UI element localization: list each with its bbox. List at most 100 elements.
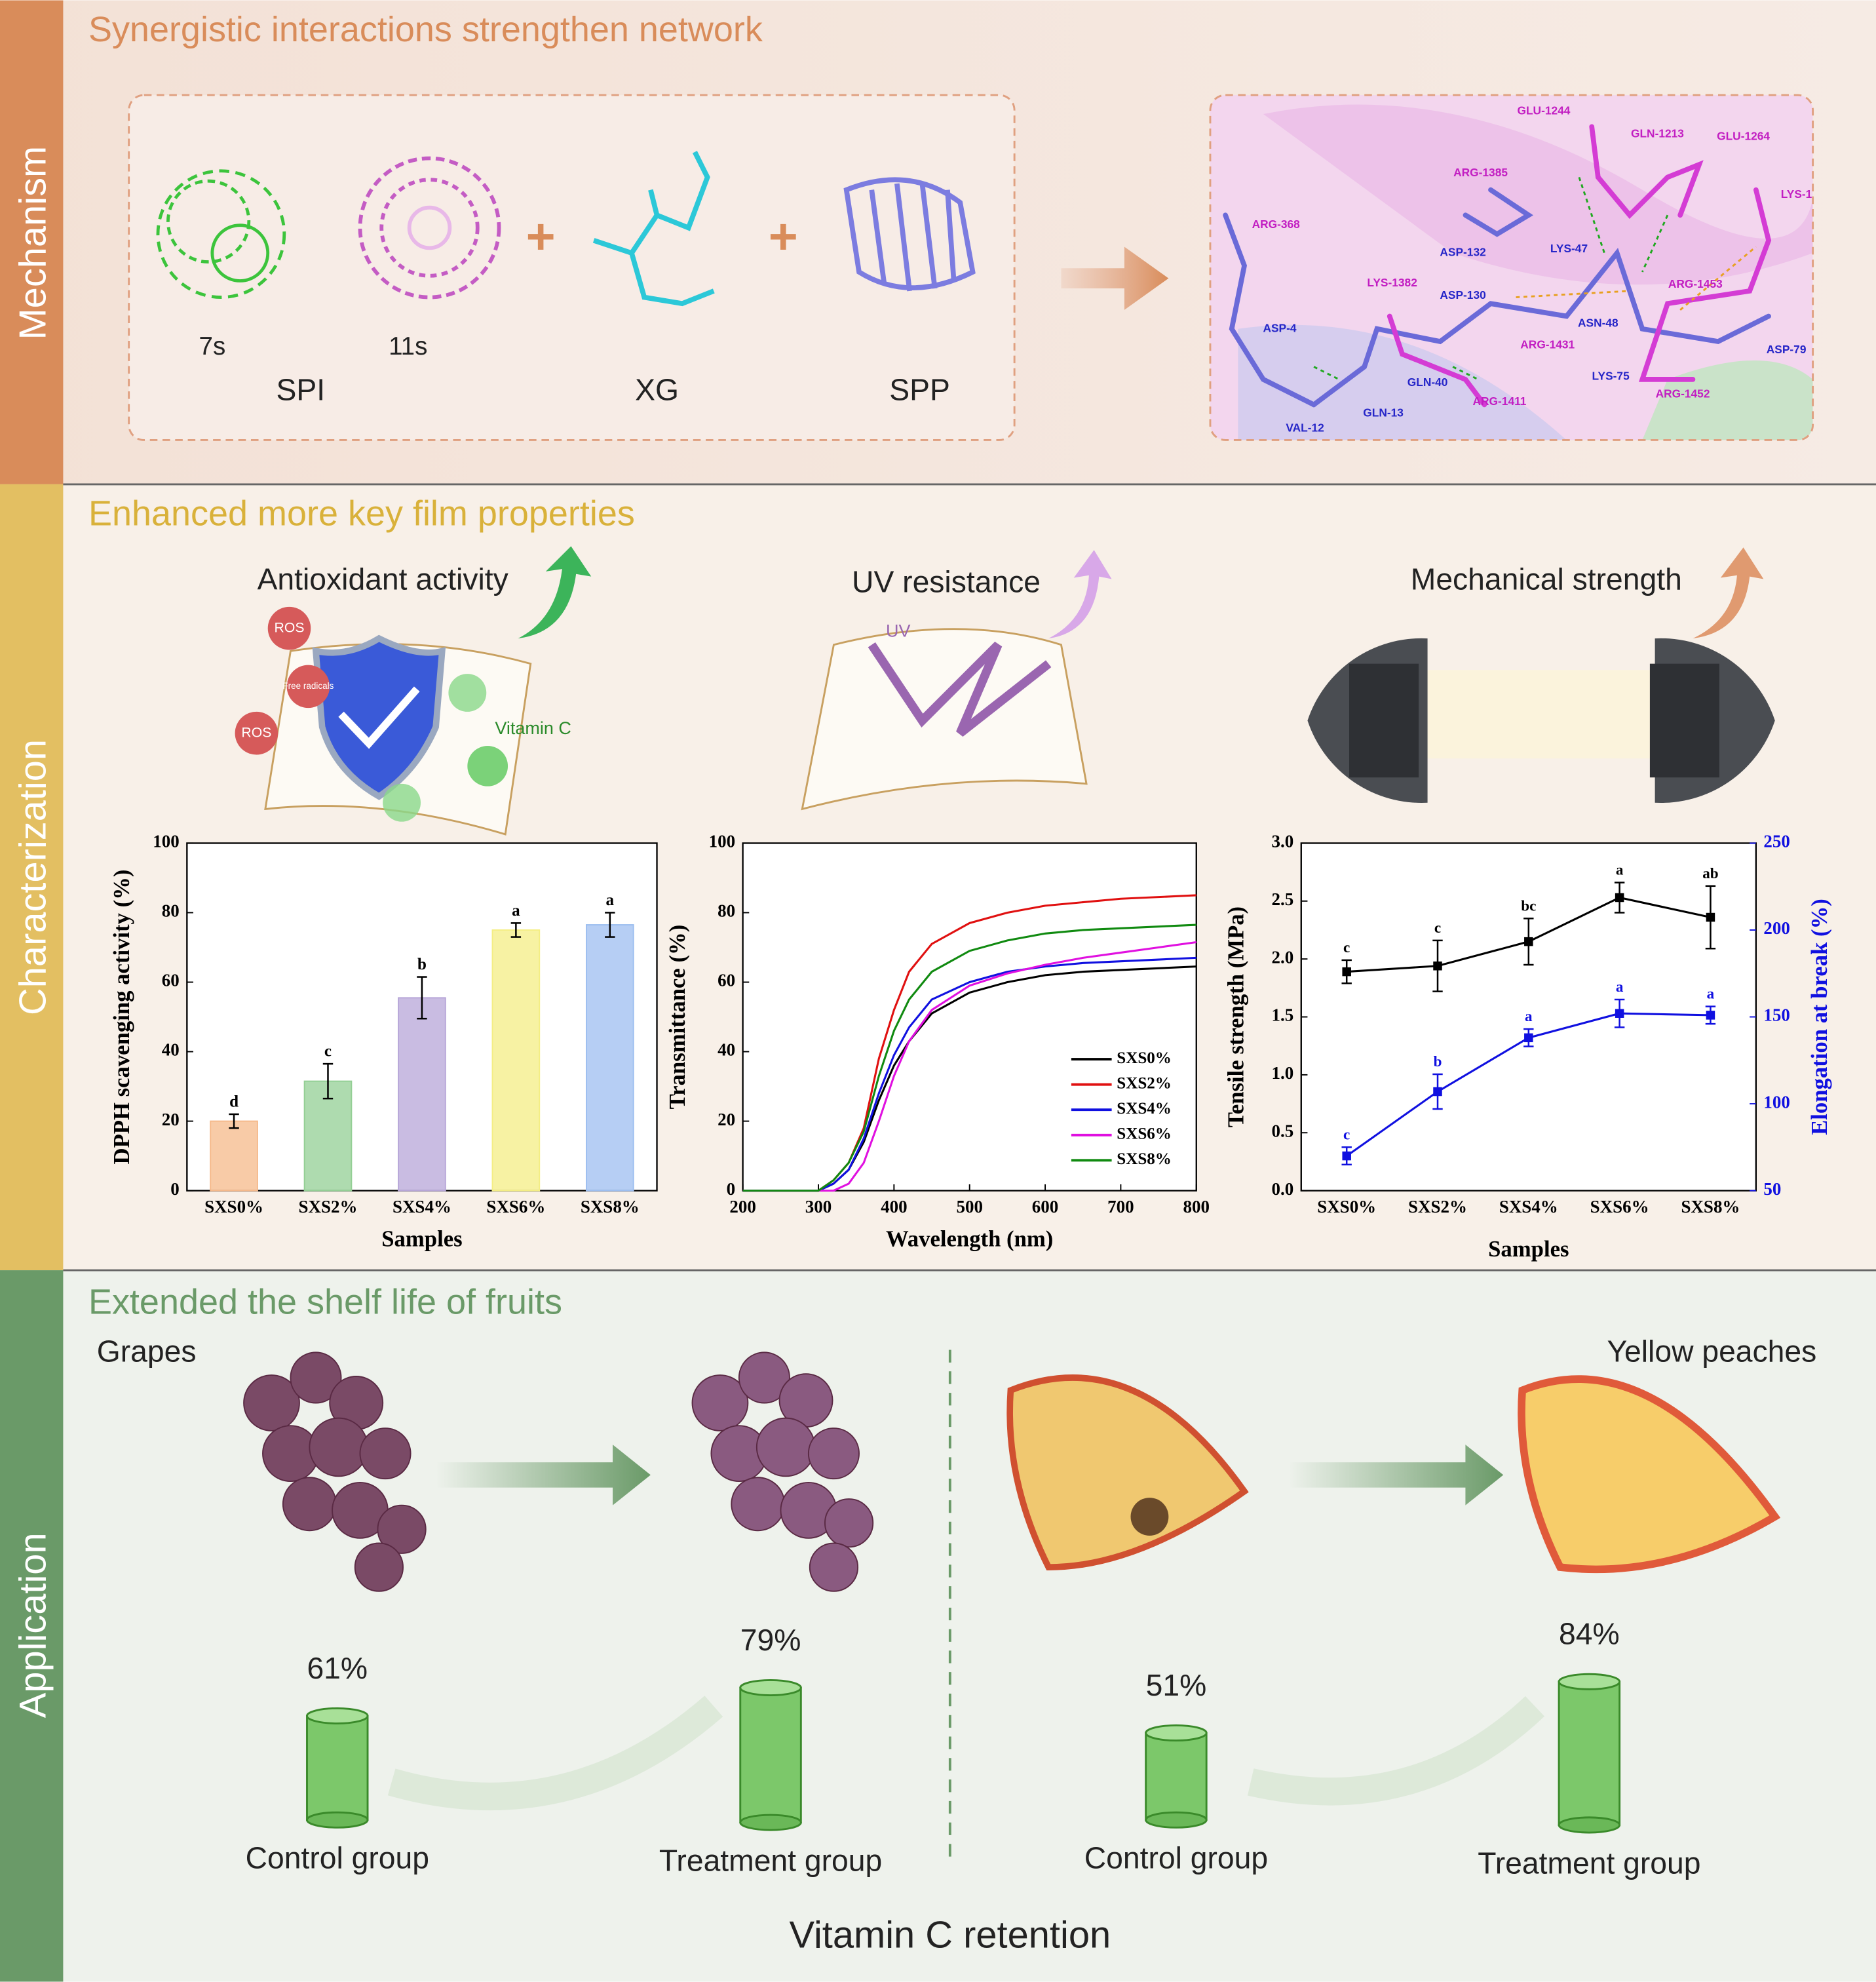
spi-7s-structure — [156, 169, 286, 299]
legend-label: SXS0% — [1117, 1049, 1172, 1067]
y-tick-label: 100 — [153, 832, 179, 851]
x-tick-label: 400 — [881, 1197, 907, 1216]
ros-ball — [235, 711, 278, 755]
x-tick-label: 600 — [1032, 1197, 1058, 1216]
icon-label: ROS — [241, 725, 271, 740]
y2-tick-label: 50 — [1763, 1179, 1781, 1199]
x-axis-label: Samples — [1488, 1236, 1569, 1262]
marker — [1524, 1033, 1533, 1043]
y2-tick-label: 150 — [1763, 1005, 1790, 1025]
marker — [1433, 962, 1442, 971]
marker — [1615, 1009, 1624, 1018]
cylinder-base — [306, 1811, 369, 1829]
x-tick-label: SXS8% — [1681, 1197, 1740, 1216]
spp-structure — [843, 177, 976, 292]
significance-letter: b — [1434, 1053, 1442, 1070]
grape-bunch — [243, 1351, 427, 1592]
residue-label: VAL-12 — [1286, 421, 1324, 435]
component-panel — [128, 94, 1016, 441]
y-tick-label: 60 — [162, 971, 180, 990]
x-tick-label: 700 — [1107, 1197, 1134, 1216]
residue-label: GLU-1264 — [1717, 129, 1770, 142]
y-tick-label: 80 — [162, 901, 180, 921]
y-tick-label: 0.5 — [1271, 1121, 1293, 1140]
residue-label: ARG-368 — [1252, 218, 1301, 231]
retention-cylinder — [306, 1715, 369, 1821]
cylinder-base — [1558, 1816, 1621, 1834]
icon-label: UV — [886, 621, 911, 641]
side-bar — [0, 484, 64, 1271]
residue-label: GLN-1213 — [1631, 126, 1684, 140]
residue-label: ASP-4 — [1263, 321, 1296, 334]
x-tick-label: SXS6% — [1590, 1197, 1649, 1216]
spi-11s-structure — [358, 156, 501, 300]
docking-panel: ARG-368 GLU-1244 GLN-1213 GLU-1264 LYS-1 ARG-… — [1210, 95, 1813, 440]
x-tick-label: 300 — [805, 1197, 832, 1216]
uv-ray — [868, 641, 1052, 737]
arrow — [436, 1445, 651, 1506]
y2-tick-label: 250 — [1763, 832, 1790, 851]
bar — [398, 997, 446, 1192]
x-tick-label: SXS2% — [299, 1197, 358, 1216]
shield — [312, 634, 446, 800]
residue-label: ARG-1385 — [1453, 166, 1508, 179]
x-tick-label: 500 — [956, 1197, 982, 1216]
property-label: Antioxidant activity — [258, 562, 509, 596]
significance-letter: a — [606, 891, 615, 909]
arrow — [1061, 246, 1169, 310]
x-axis-label: Samples — [381, 1226, 462, 1252]
component-label: SPI — [277, 372, 326, 406]
x-tick-label: 200 — [729, 1197, 756, 1216]
y-axis-label: Transmittance (%) — [664, 925, 690, 1110]
section-title: Synergistic interactions strengthen netw… — [88, 10, 763, 49]
group-label: Treatment group — [1478, 1846, 1700, 1880]
residue-label: LYS-47 — [1550, 242, 1588, 255]
residue-label: GLN-13 — [1363, 406, 1404, 419]
side-label: Mechanism — [12, 146, 54, 340]
legend-label: SXS6% — [1117, 1125, 1172, 1143]
group-label: Control group — [246, 1841, 429, 1875]
legend-label: SXS8% — [1117, 1150, 1172, 1168]
significance-letter: c — [1434, 920, 1441, 937]
fruit-label: Grapes — [97, 1334, 197, 1369]
side-bar — [0, 0, 64, 484]
significance-letter: d — [229, 1093, 239, 1110]
icon-label: Vitamin C — [495, 718, 571, 738]
section-title: Extended the shelf life of fruits — [88, 1282, 562, 1321]
up-arrow — [1693, 547, 1764, 639]
y-tick-label: 40 — [718, 1040, 735, 1060]
ros-ball — [267, 606, 311, 650]
clamp — [1649, 663, 1719, 778]
icon-label: ROS — [275, 620, 305, 635]
x-tick-label: SXS0% — [1317, 1197, 1376, 1216]
line-series — [742, 923, 1196, 1192]
rot-spot — [1130, 1498, 1169, 1536]
vitamin-ball — [383, 783, 421, 822]
radical-ball — [286, 665, 330, 709]
x-tick-label: SXS2% — [1408, 1197, 1467, 1216]
significance-letter: c — [324, 1042, 332, 1060]
y-tick-label: 3.0 — [1271, 832, 1293, 851]
y-tick-label: 80 — [718, 901, 735, 921]
marker — [1615, 893, 1624, 903]
residue-label: ARG-1452 — [1656, 387, 1710, 400]
line-series — [742, 956, 1196, 1192]
up-arrow — [1048, 550, 1112, 639]
y-tick-label: 0.0 — [1271, 1179, 1293, 1199]
marker — [1342, 967, 1351, 977]
peach-slice — [1006, 1374, 1249, 1570]
line-series — [742, 941, 1196, 1192]
y-tick-label: 2.0 — [1271, 947, 1293, 967]
significance-letter: a — [1707, 986, 1715, 1003]
bar — [491, 929, 541, 1192]
side-label: Characterization — [12, 739, 54, 1015]
marker — [1342, 1151, 1351, 1161]
film-strip — [1415, 670, 1668, 759]
y2-tick-label: 200 — [1763, 918, 1790, 938]
x-tick-label: SXS6% — [486, 1197, 545, 1216]
fruit-label: Yellow peaches — [1607, 1334, 1816, 1369]
marker — [1524, 937, 1533, 946]
significance-letter: a — [1616, 861, 1624, 878]
